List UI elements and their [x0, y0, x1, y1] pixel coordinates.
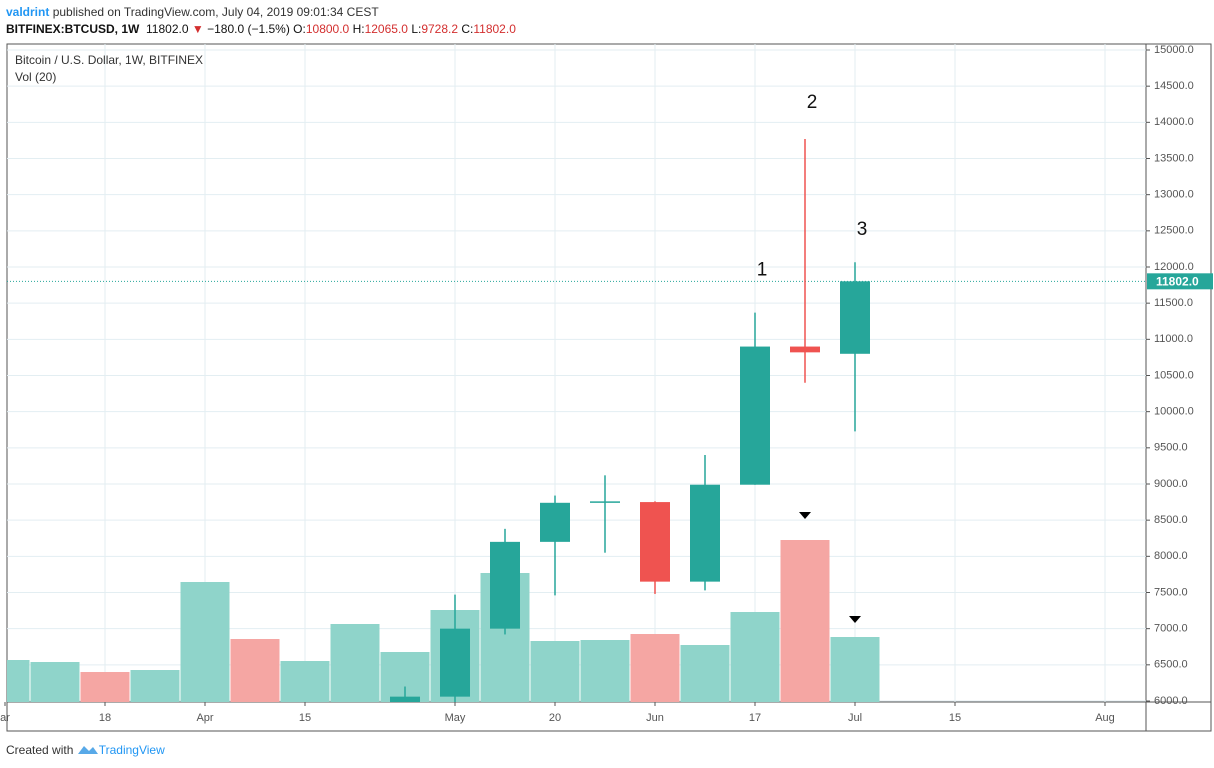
last-price-label: 11802.0	[1156, 274, 1199, 288]
volume-legend: Vol (20)	[15, 70, 56, 84]
ohlc-label: C:	[461, 22, 474, 36]
y-tick-label: 8000.0	[1154, 550, 1188, 562]
x-tick-label: ar	[0, 712, 10, 724]
volume-bar	[630, 634, 680, 702]
frame	[6, 43, 1212, 732]
y-tick-label: 7500.0	[1154, 586, 1188, 598]
x-tick-label: Jul	[848, 712, 862, 724]
annotation: 2	[807, 92, 818, 113]
marker	[849, 616, 861, 623]
volume-bar	[530, 641, 580, 702]
logo	[77, 746, 98, 754]
y-tick-label: 9500.0	[1154, 442, 1188, 454]
candle-body	[590, 501, 620, 503]
volume-bar	[680, 645, 730, 702]
volume-bar	[80, 672, 130, 702]
last-price-box	[1147, 273, 1213, 290]
ohlc-value: 9728.2	[421, 22, 459, 36]
candle-body	[640, 502, 670, 582]
y-tick-label: 12000.0	[1154, 261, 1194, 273]
y-tick-label: 7000.0	[1154, 623, 1188, 635]
y-tick-label: 15000.0	[1154, 44, 1194, 56]
y-tick-label: 6500.0	[1154, 659, 1188, 671]
annotation: 1	[757, 260, 768, 281]
volume-bar	[780, 540, 830, 702]
author[interactable]: valdrint	[6, 5, 50, 19]
y-tick-label: 10000.0	[1154, 406, 1194, 418]
ohlc-label: O:	[293, 22, 306, 36]
candle-body	[840, 281, 870, 354]
change: −180.0 (−1.5%)	[207, 22, 290, 36]
volume-bar	[130, 670, 180, 702]
x-tick-label: 17	[749, 712, 761, 724]
volume-bar	[7, 660, 30, 702]
y-tick-label: 14000.0	[1154, 116, 1194, 128]
volume-bar	[580, 640, 630, 702]
y-tick-label: 10500.0	[1154, 369, 1194, 381]
annotation: 3	[857, 219, 868, 240]
y-tick-label: 11000.0	[1154, 333, 1193, 345]
y-tick-label: 13500.0	[1154, 152, 1194, 164]
chart-title: Bitcoin / U.S. Dollar, 1W, BITFINEX	[15, 53, 203, 67]
header-line: valdrint published on TradingView.com, J…	[6, 5, 379, 19]
ohlc-value: 11802.0	[473, 22, 516, 36]
y-tick-label: 11500.0	[1154, 297, 1193, 309]
ohlc-value: 10800.0	[305, 22, 350, 36]
last: 11802.0	[146, 22, 189, 36]
volume-bar	[30, 662, 80, 702]
x-tick-label: May	[445, 712, 466, 724]
candle-body	[540, 502, 570, 542]
y-tick-label: 6000.0	[1154, 695, 1188, 707]
candle-body	[740, 346, 770, 485]
x-tick-label: 20	[549, 712, 561, 724]
x-tick-label: 15	[299, 712, 311, 724]
y-tick-label: 14500.0	[1154, 80, 1194, 92]
ohlc: O:10800.0 H:12065.0 L:9728.2 C:11802.0	[293, 22, 516, 36]
ohlc-label: H:	[352, 22, 365, 36]
volume-bar	[230, 639, 280, 702]
y-tick-label: 8500.0	[1154, 514, 1188, 526]
symbol: BITFINEX:BTCUSD, 1W	[6, 22, 140, 36]
volume-bar	[330, 624, 380, 702]
marker	[799, 512, 811, 519]
ohlc-label: L:	[411, 22, 422, 36]
arrow: ▼	[191, 22, 204, 36]
candle-body	[690, 484, 720, 582]
symbol-line: BITFINEX:BTCUSD, 1W 11802.0 ▼ −180.0 (−1…	[6, 22, 516, 36]
created: Created with	[6, 743, 74, 757]
y-tick-label: 12500.0	[1154, 225, 1194, 237]
x-tick-label: 18	[99, 712, 111, 724]
x-tick-label: 15	[949, 712, 961, 724]
y-tick-label: 13000.0	[1154, 189, 1194, 201]
brand[interactable]: TradingView	[98, 743, 165, 757]
volume-bar	[180, 582, 230, 702]
published: published on TradingView.com, July 04, 2…	[52, 5, 379, 19]
x-tick-label: Aug	[1095, 712, 1115, 724]
footer: Created with TradingView	[6, 742, 165, 757]
y-tick-label: 9000.0	[1154, 478, 1188, 490]
chart: 6000.0 6500.0 7000.0 7500.0 8000.0 8500.0 9000…	[0, 43, 1213, 732]
volume-bar	[730, 612, 780, 702]
candle-body	[390, 696, 420, 702]
candle-body	[490, 541, 520, 629]
candle-body	[790, 346, 820, 353]
x-tick-label: Jun	[646, 712, 664, 724]
x-tick-label: Apr	[196, 712, 213, 724]
volume-bar	[830, 637, 880, 702]
candle-body	[440, 628, 470, 697]
ohlc-value: 12065.0	[364, 22, 408, 36]
volume-bar	[280, 661, 330, 702]
